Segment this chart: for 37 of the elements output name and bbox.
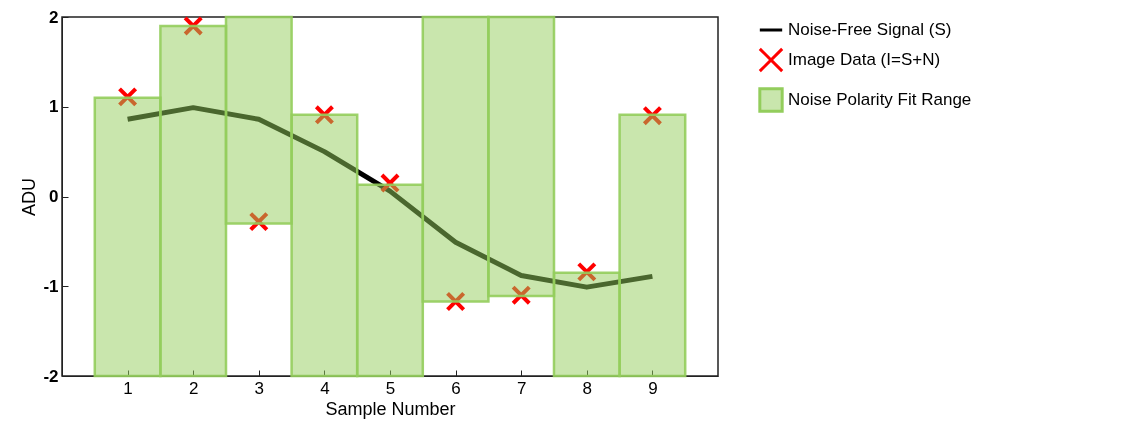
point — [445, 291, 466, 312]
y-tick-label: -1 — [43, 276, 59, 296]
x-tick-label: 5 — [385, 378, 396, 398]
y-tick-label: -2 — [43, 366, 59, 386]
bar — [618, 113, 687, 378]
point — [511, 285, 532, 306]
point — [117, 86, 138, 107]
x-axis-title: Sample Number — [325, 398, 456, 419]
bar — [93, 96, 162, 378]
bar — [224, 15, 293, 225]
point — [576, 261, 597, 282]
y-tick-label: 1 — [49, 97, 59, 117]
x-tick-label: 2 — [188, 378, 199, 398]
x-tick-label: 7 — [516, 378, 527, 398]
x-tick-label: 9 — [648, 378, 658, 398]
x-tick-label: 8 — [582, 378, 593, 398]
bar — [552, 271, 621, 378]
bar — [355, 183, 425, 378]
legend-label: Noise-Free Signal (S) — [788, 20, 952, 39]
legend-label: Noise Polarity Fit Range — [788, 90, 972, 109]
bar — [487, 15, 556, 298]
x-tick-label: 1 — [123, 378, 133, 398]
y-axis-title: ADU — [19, 177, 40, 217]
y-tick-label: 2 — [49, 7, 59, 27]
bar — [290, 113, 359, 378]
x-tick-label: 4 — [320, 378, 330, 398]
bar — [159, 24, 228, 378]
x-tick-label: 3 — [254, 378, 265, 398]
point — [379, 172, 401, 194]
x-tick-label: 6 — [451, 378, 461, 398]
point — [314, 104, 335, 125]
legend-label: Image Data (I=S+N) — [788, 50, 941, 69]
y-tick-label: 0 — [49, 187, 59, 206]
bar — [421, 15, 490, 303]
point — [248, 211, 269, 232]
point — [642, 105, 663, 126]
point — [183, 15, 204, 37]
